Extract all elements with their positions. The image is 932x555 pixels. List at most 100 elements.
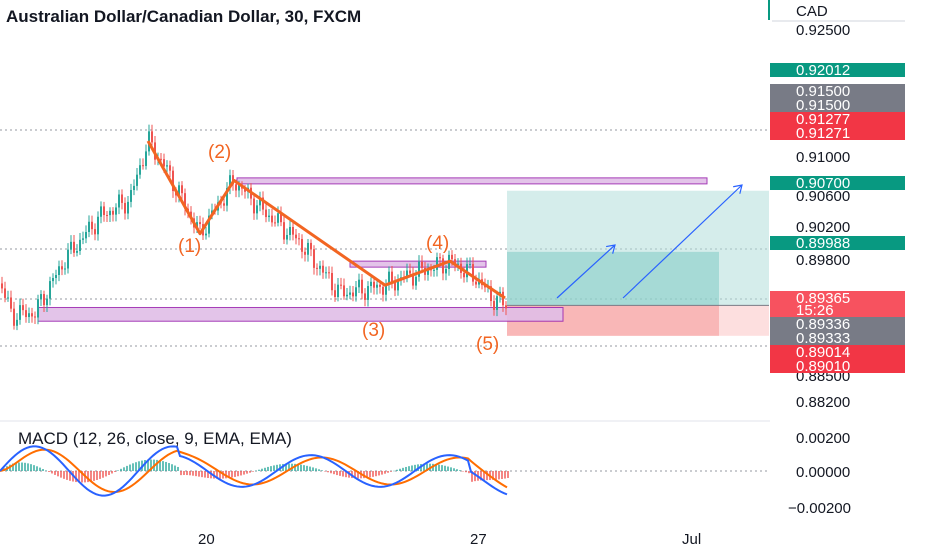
candle-up — [67, 249, 69, 269]
macd-histogram-bar — [324, 471, 326, 472]
candle-down — [43, 294, 45, 306]
macd-histogram-bar — [75, 471, 77, 483]
macd-histogram-bar — [294, 463, 296, 471]
candle-up — [259, 197, 261, 206]
price-tags: 0.920120.915000.915000.912770.912710.907… — [770, 62, 905, 375]
macd-histogram-bar — [408, 466, 410, 471]
macd-histogram-bar — [402, 467, 404, 471]
candle-down — [316, 267, 318, 269]
macd-histogram-bar — [390, 471, 392, 472]
candle-up — [370, 281, 372, 287]
macd-histogram-bar — [219, 471, 221, 479]
candle-up — [433, 269, 435, 271]
candle-up — [376, 284, 378, 288]
price-tag-label: 0.90700 — [796, 175, 850, 192]
candle-up — [133, 185, 135, 191]
candle-up — [268, 215, 270, 218]
arrow-line — [556, 244, 616, 299]
time-axis[interactable]: 20 27 Jul — [198, 531, 701, 548]
candle-down — [91, 221, 93, 230]
candle-down — [253, 198, 255, 214]
macd-histogram-bar — [183, 471, 185, 475]
macd-histogram-bar — [447, 466, 449, 471]
projection-arrows — [556, 184, 743, 299]
macd-histogram-bar — [300, 464, 302, 471]
macd-histogram-bar — [204, 471, 206, 478]
candle-up — [307, 242, 309, 255]
macd-histogram-bar — [237, 471, 239, 477]
candle-down — [34, 316, 36, 318]
wave-path — [146, 140, 506, 300]
zone-support — [37, 306, 564, 322]
macd-histogram-bar — [246, 471, 248, 474]
zone-resistance — [236, 177, 708, 185]
candle-up — [46, 298, 48, 306]
candle-down — [10, 297, 12, 309]
macd-histogram-bar — [438, 464, 440, 471]
candle-up — [145, 151, 147, 166]
macd-histogram-bar — [144, 460, 146, 471]
candle-up — [436, 257, 438, 270]
arrow-head — [606, 244, 616, 254]
macd-histogram-bar — [27, 463, 29, 471]
macd-histogram-bar — [327, 471, 329, 473]
candle-up — [277, 213, 279, 223]
candle-down — [94, 229, 96, 235]
macd-histogram-bar — [192, 471, 194, 476]
candle-up — [205, 233, 207, 236]
macd-histogram-bar — [201, 471, 203, 478]
candle-up — [355, 287, 357, 297]
arrow-line — [622, 184, 743, 299]
macd-histogram-bar — [426, 463, 428, 471]
candle-down — [304, 251, 306, 255]
price-axis[interactable]: CAD 0.92500 0.91000 0.90600 0.90200 0.89… — [768, 0, 905, 517]
candle-down — [301, 239, 303, 252]
macd-histogram-bar — [441, 465, 443, 471]
candle-down — [283, 222, 285, 240]
price-tag-label: 0.89333 — [796, 330, 850, 347]
macd-histogram-bar — [297, 464, 299, 471]
candle-down — [373, 281, 375, 288]
macd-pane — [0, 445, 509, 497]
price-tag — [770, 317, 905, 331]
macd-histogram-bar — [78, 471, 80, 483]
price-tag — [770, 303, 905, 317]
candle-down — [361, 279, 363, 294]
price-tag — [770, 98, 905, 112]
candle-up — [346, 294, 348, 297]
candle-down — [421, 261, 423, 268]
macd-histogram-bar — [288, 463, 290, 471]
candle-up — [28, 313, 30, 318]
price-tag-label: 0.89014 — [796, 344, 850, 361]
macd-histogram-bar — [87, 471, 89, 483]
candle-down — [103, 206, 105, 216]
macd-histogram-bar — [147, 459, 149, 471]
macd-histogram-bar — [318, 469, 320, 471]
macd-histogram-bar — [30, 464, 32, 471]
macd-histogram-bar — [114, 471, 116, 472]
candle-up — [457, 263, 459, 265]
candle-down — [121, 194, 123, 203]
macd-histogram-bar — [39, 467, 41, 471]
candle-up — [397, 280, 399, 291]
wave-label-4: (4) — [426, 233, 449, 254]
macd-histogram-bar — [48, 471, 50, 472]
macd-histogram-bar — [120, 468, 122, 471]
candle-down — [1, 283, 3, 289]
price-tag-label: 0.89010 — [796, 358, 850, 375]
macd-histogram-bar — [108, 471, 110, 475]
candle-down — [112, 210, 114, 215]
macd-histogram-bar — [135, 462, 137, 471]
candle-down — [439, 257, 441, 259]
candle-up — [16, 319, 18, 326]
price-tag-label: 0.89336 — [796, 316, 850, 333]
elliott-wave: (1) (2) (3) (4) (5) — [146, 140, 506, 355]
macd-histogram-bar — [396, 469, 398, 471]
candle-up — [178, 185, 180, 196]
macd-histogram-bar — [423, 463, 425, 471]
macd-histogram-bar — [18, 462, 20, 471]
candle-down — [31, 313, 33, 317]
macd-histogram-bar — [216, 471, 218, 479]
macd-line — [0, 445, 508, 497]
